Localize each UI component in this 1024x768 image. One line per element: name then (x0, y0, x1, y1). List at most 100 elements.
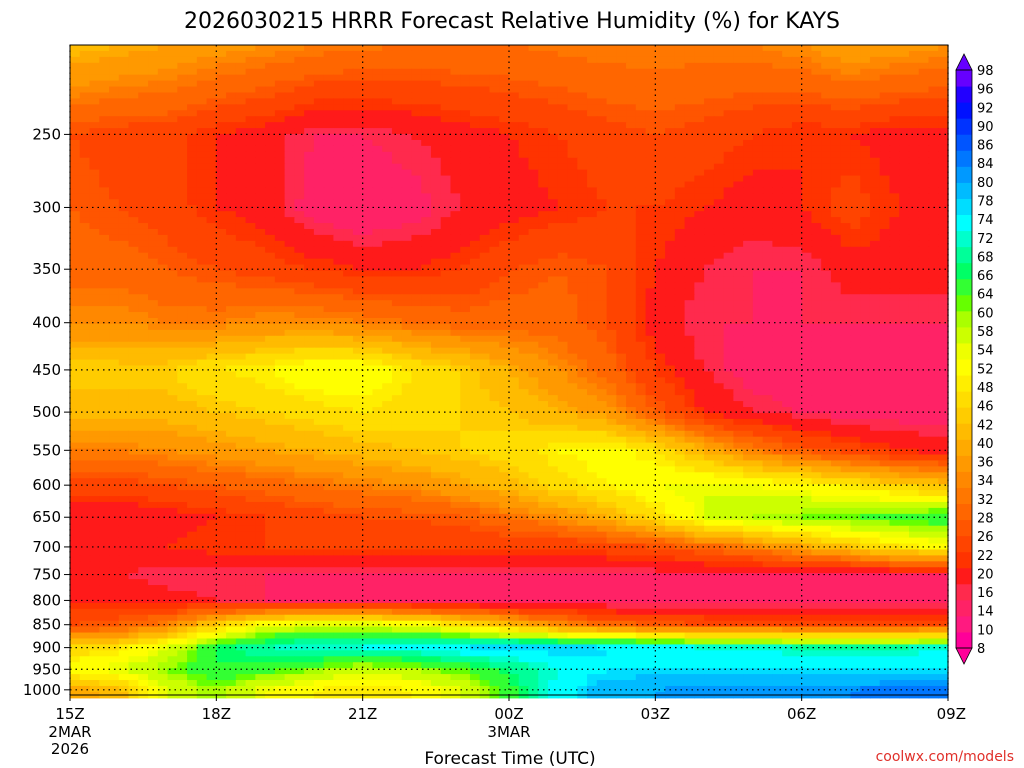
rh-cell (421, 104, 432, 111)
rh-cell (889, 270, 900, 278)
rh-cell (79, 145, 91, 153)
rh-cell (587, 264, 598, 272)
rh-cell (665, 264, 676, 272)
rh-cell (518, 282, 530, 289)
rh-cell (509, 68, 520, 76)
rh-cell (850, 104, 861, 111)
rh-cell (128, 92, 139, 100)
rh-cell (421, 139, 432, 147)
rh-cell (557, 341, 569, 349)
rh-cell (791, 228, 803, 236)
rh-cell (713, 139, 725, 147)
rh-cell (674, 139, 686, 147)
rh-cell (235, 128, 247, 135)
rh-cell (879, 347, 891, 355)
rh-cell (391, 318, 403, 325)
rh-cell (460, 50, 471, 58)
rh-cell (674, 246, 686, 254)
rh-cell (460, 68, 471, 76)
rh-cell (499, 128, 510, 135)
rh-cell (265, 193, 276, 200)
rh-cell (889, 110, 900, 117)
rh-cell (401, 128, 413, 135)
rh-cell (187, 240, 198, 248)
rh-cell (704, 199, 715, 206)
rh-cell (791, 312, 803, 319)
rh-cell (616, 282, 627, 289)
rh-cell (889, 139, 900, 147)
rh-cell (226, 211, 237, 218)
rh-cell (89, 312, 100, 319)
rh-cell (128, 175, 139, 183)
rh-cell (255, 56, 266, 64)
rh-cell (333, 157, 344, 165)
rh-cell (548, 157, 559, 165)
rh-cell (313, 98, 325, 105)
rh-cell (411, 341, 422, 349)
rh-cell (235, 228, 247, 236)
rh-cell (704, 193, 715, 200)
rh-cell (713, 264, 725, 272)
rh-cell (645, 282, 656, 289)
rh-cell (518, 139, 530, 147)
rh-cell (391, 341, 403, 349)
rh-cell (167, 104, 178, 111)
rh-cell (538, 288, 549, 295)
rh-cell (889, 252, 900, 260)
rh-cell (908, 116, 920, 123)
rh-cell (528, 276, 539, 283)
rh-cell (430, 240, 442, 248)
rh-cell (899, 246, 910, 254)
rh-cell (284, 145, 295, 153)
rh-cell (723, 228, 734, 236)
rh-cell (811, 74, 822, 82)
rh-cell (918, 205, 930, 212)
rh-cell (333, 228, 344, 236)
rh-cell (782, 157, 793, 165)
rh-cell (167, 347, 178, 355)
rh-cell (157, 92, 169, 100)
rh-cell (157, 56, 169, 64)
rh-cell (635, 169, 647, 177)
rh-cell (743, 312, 754, 319)
rh-cell (557, 134, 569, 141)
rh-cell (89, 45, 100, 52)
rh-cell (372, 128, 383, 135)
rh-cell (665, 199, 676, 206)
rh-cell (733, 98, 744, 105)
rh-cell (167, 86, 178, 94)
rh-cell (109, 270, 120, 278)
rh-cell (889, 258, 900, 266)
rh-cell (148, 122, 159, 129)
rh-cell (918, 187, 930, 194)
rh-cell (879, 270, 891, 278)
rh-cell (674, 329, 686, 337)
rh-cell (733, 347, 744, 355)
rh-cell (284, 134, 295, 141)
rh-cell (177, 86, 188, 94)
rh-cell (138, 365, 149, 373)
rh-cell (323, 169, 334, 177)
rh-cell (762, 151, 773, 159)
rh-cell (265, 312, 276, 319)
rh-cell (323, 288, 334, 295)
rh-cell (626, 134, 637, 141)
rh-cell (557, 104, 569, 111)
rh-cell (460, 151, 471, 159)
rh-cell (655, 122, 666, 129)
rh-cell (665, 258, 676, 266)
rh-cell (343, 312, 354, 319)
rh-cell (762, 288, 773, 295)
rh-cell (479, 294, 491, 301)
rh-cell (557, 128, 569, 135)
rh-cell (157, 288, 169, 295)
rh-cell (684, 323, 695, 331)
rh-cell (372, 288, 383, 295)
rh-cell (665, 86, 676, 94)
rh-cell (752, 240, 764, 248)
rh-cell (596, 211, 608, 218)
rh-cell (499, 252, 510, 260)
rh-cell (177, 139, 188, 147)
rh-cell (557, 246, 569, 254)
rh-cell (752, 163, 764, 171)
